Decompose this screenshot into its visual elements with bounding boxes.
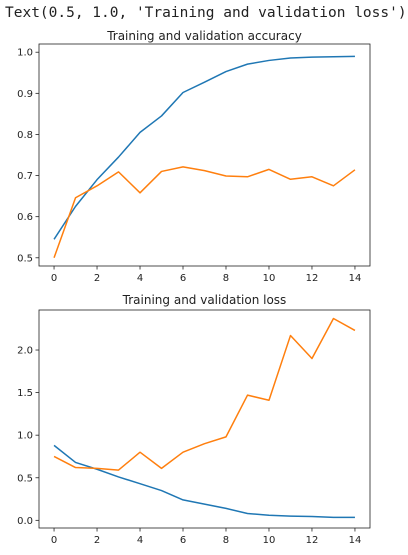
accuracy-x-tick-label: 8 [223, 273, 229, 284]
accuracy-plot-frame [38, 43, 371, 267]
loss-x-tick-label: 14 [349, 535, 362, 546]
loss-y-tick-label: 0.0 [17, 516, 33, 527]
accuracy-chart-title: Training and validation accuracy [106, 29, 302, 43]
loss-x-tick-label: 4 [137, 535, 143, 546]
accuracy-x-tick-label: 2 [94, 273, 100, 284]
accuracy-y-tick-label: 0.5 [17, 253, 33, 264]
loss-y-tick-label: 1.0 [17, 431, 33, 442]
loss-chart-title: Training and validation loss [122, 293, 287, 307]
accuracy-x-tick-label: 10 [263, 273, 276, 284]
accuracy-x-tick-label: 0 [51, 273, 57, 284]
loss-x-tick-label: 8 [223, 535, 229, 546]
loss-y-tick-label: 0.5 [17, 473, 33, 484]
loss-x-tick-label: 6 [180, 535, 186, 546]
loss-x-tick-label: 10 [263, 535, 276, 546]
accuracy-y-tick-label: 1.0 [17, 48, 33, 59]
accuracy-training-line [53, 55, 355, 240]
accuracy-x-tick-label: 4 [137, 273, 143, 284]
loss-y-tick-label: 2.0 [17, 346, 33, 357]
loss-x-tick-label: 2 [94, 535, 100, 546]
accuracy-y-tick-label: 0.6 [17, 212, 33, 223]
accuracy-x-tick-label: 14 [349, 273, 362, 284]
accuracy-x-tick-label: 6 [180, 273, 186, 284]
loss-plot-frame [38, 309, 371, 529]
loss-training-line [53, 444, 355, 519]
loss-validation-line [53, 317, 356, 471]
loss-x-tick-label: 12 [306, 535, 319, 546]
accuracy-y-tick-label: 0.7 [17, 171, 33, 182]
accuracy-validation-line [53, 166, 356, 259]
accuracy-y-tick-label: 0.9 [17, 89, 33, 100]
accuracy-y-tick-label: 0.8 [17, 130, 33, 141]
loss-y-tick-label: 1.5 [17, 388, 33, 399]
accuracy-x-tick-label: 12 [306, 273, 319, 284]
loss-x-tick-label: 0 [51, 535, 57, 546]
cell-output-text: Text(0.5, 1.0, 'Training and validation … [5, 5, 407, 21]
